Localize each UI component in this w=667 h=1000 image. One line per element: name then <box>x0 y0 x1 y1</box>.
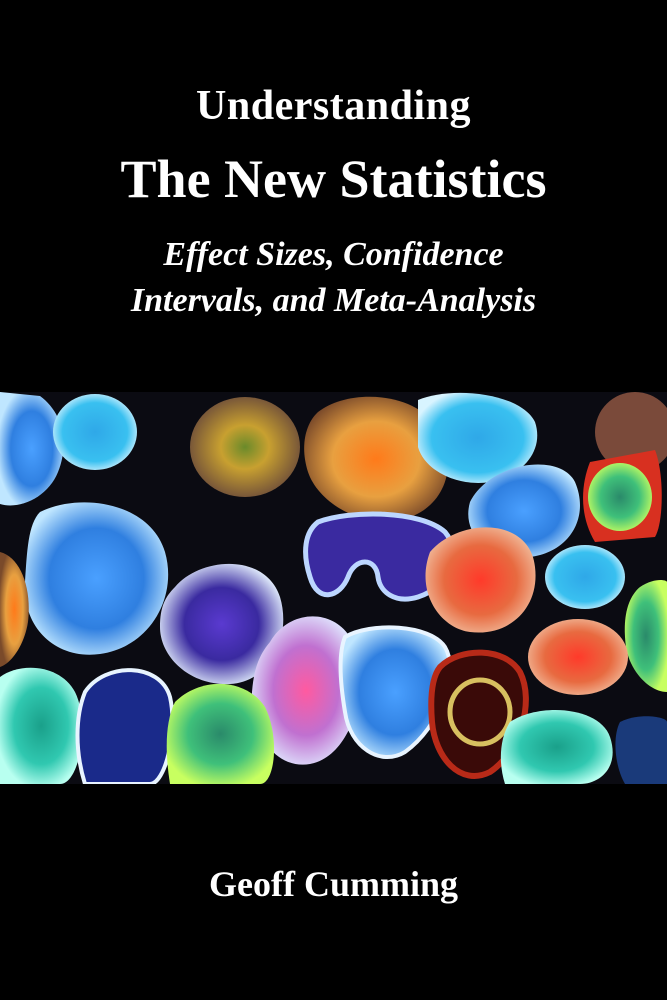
book-subtitle: Effect Sizes, Confidence Intervals, and … <box>0 232 667 324</box>
book-title: The New Statistics <box>120 149 547 209</box>
cell-cyan-top <box>53 394 137 470</box>
cell-darkblue-edge <box>615 716 667 784</box>
pre-title: Understanding <box>196 83 471 129</box>
cell-teal-bottomleft <box>0 667 83 784</box>
cell-green-farright <box>624 579 667 692</box>
cell-orange-top <box>304 396 448 522</box>
cell-green-bottom <box>166 683 275 784</box>
cell-darkred-ring-inner <box>447 677 513 747</box>
cell-green-right-inner <box>588 463 652 531</box>
subtitle-line-2: Intervals, and Meta-Analysis <box>130 282 537 319</box>
cell-purple-ring <box>303 511 456 602</box>
cell-navy-bottom <box>75 668 175 784</box>
cell-purple-left <box>160 563 284 685</box>
cell-blue-center <box>338 625 452 759</box>
subtitle-line-1: Effect Sizes, Confidence <box>163 236 504 273</box>
author-name: Geoff Cumming <box>209 864 458 904</box>
cell-pink-center <box>251 616 360 765</box>
cell-blue-topleft <box>0 392 64 506</box>
cover-artwork <box>0 392 667 784</box>
cell-olive-top <box>190 397 300 497</box>
cell-blue-left <box>24 502 169 655</box>
cell-cyan-right <box>545 545 625 609</box>
cell-teal-bottomright <box>500 710 613 784</box>
cell-red-right <box>528 619 628 695</box>
cell-red-center <box>425 527 536 633</box>
cell-orange-left <box>0 552 29 667</box>
cell-cyan-topright <box>418 392 538 483</box>
